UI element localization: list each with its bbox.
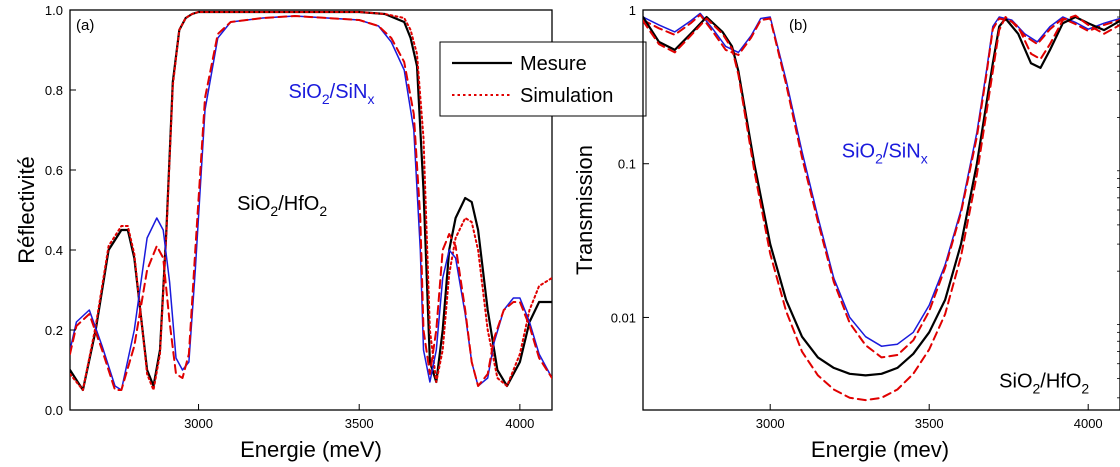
legend-label-simulation: Simulation — [520, 85, 613, 107]
panel-a-x-tick-label: 3000 — [184, 416, 213, 431]
panel-a-y-tick-label: 0.8 — [45, 83, 63, 98]
panel-a-y-tick-label: 0.4 — [45, 243, 63, 258]
panel-a-x-tick-label: 3500 — [345, 416, 374, 431]
panel-a-y-tick-label: 0.6 — [45, 163, 63, 178]
legend-box — [439, 41, 647, 117]
panel-b-y-tick-label: 1 — [629, 3, 636, 18]
panel-a-series-sio2-hfo2-simulation — [70, 11, 552, 391]
panel-a-annotation-sio2-hfo2: SiO2/HfO2 — [237, 193, 327, 219]
panel-a-series-sio2-sinx-simulation — [70, 15, 552, 391]
panel-a-annotations: SiO2/SiNx SiO2/HfO2 — [237, 81, 374, 219]
panel-a-x-axis-title: Energie (meV) — [240, 437, 382, 462]
panel-b-ticks-group: 3000 3500 4000 0.01 0.1 1 — [611, 3, 1120, 431]
panel-b-annotation-sio2-hfo2: SiO2/HfO2 — [999, 371, 1089, 397]
panel-b-annotation-sio2-sinx: SiO2/SiNx — [842, 140, 928, 166]
panel-a-x-tick-label: 4000 — [505, 416, 534, 431]
panel-b-series-sio2-sinx-simulation — [643, 13, 1120, 359]
panel-b-x-axis-title: Energie (mev) — [811, 437, 949, 462]
panel-a-y-tick-label: 0.2 — [45, 323, 63, 338]
panel-b-plot-frame — [642, 9, 1120, 411]
panel-b-series-group — [643, 12, 1120, 402]
panel-b-series-sio2-hfo2-simulation — [643, 14, 1120, 402]
panel-b-transmission: 3000 3500 4000 0.01 0.1 1 (b) Energie (mev) T… — [572, 3, 1120, 462]
panel-b-annotations: SiO2/SiNx SiO2/HfO2 — [842, 140, 1090, 396]
panel-b-series-sio2-hfo2-mesure — [643, 15, 1120, 377]
panel-b-series-sio2-sinx-mesure — [643, 12, 1120, 347]
panel-b-x-tick-label: 3000 — [756, 416, 785, 431]
panel-a-y-tick-label: 1.0 — [45, 3, 63, 18]
panel-a-plot-frame — [69, 9, 553, 411]
legend: Mesure Simulation — [439, 41, 647, 117]
panel-a-reflectivity: 3000 3500 4000 0.0 0.2 0.4 0.6 0.8 1.0 (a) Energ… — [14, 3, 553, 462]
panel-a-y-axis-title: Réflectivité — [14, 156, 39, 264]
panel-a-series-group — [70, 10, 552, 392]
panel-a-y-tick-label: 0.0 — [45, 403, 63, 418]
panel-a-label: (a) — [76, 17, 94, 34]
panel-b-y-tick-label: 0.1 — [618, 157, 636, 172]
panel-b-label: (b) — [789, 17, 807, 34]
panel-b-x-tick-label: 3500 — [915, 416, 944, 431]
panel-a-annotation-sio2-sinx: SiO2/SiNx — [289, 81, 375, 107]
panel-b-y-tick-label: 0.01 — [611, 310, 636, 325]
panel-a-ticks-group: 3000 3500 4000 0.0 0.2 0.4 0.6 0.8 1.0 — [45, 3, 534, 431]
panel-b-x-tick-label: 4000 — [1074, 416, 1103, 431]
panel-b-y-axis-title: Transmission — [572, 145, 597, 275]
legend-label-mesure: Mesure — [520, 53, 587, 75]
